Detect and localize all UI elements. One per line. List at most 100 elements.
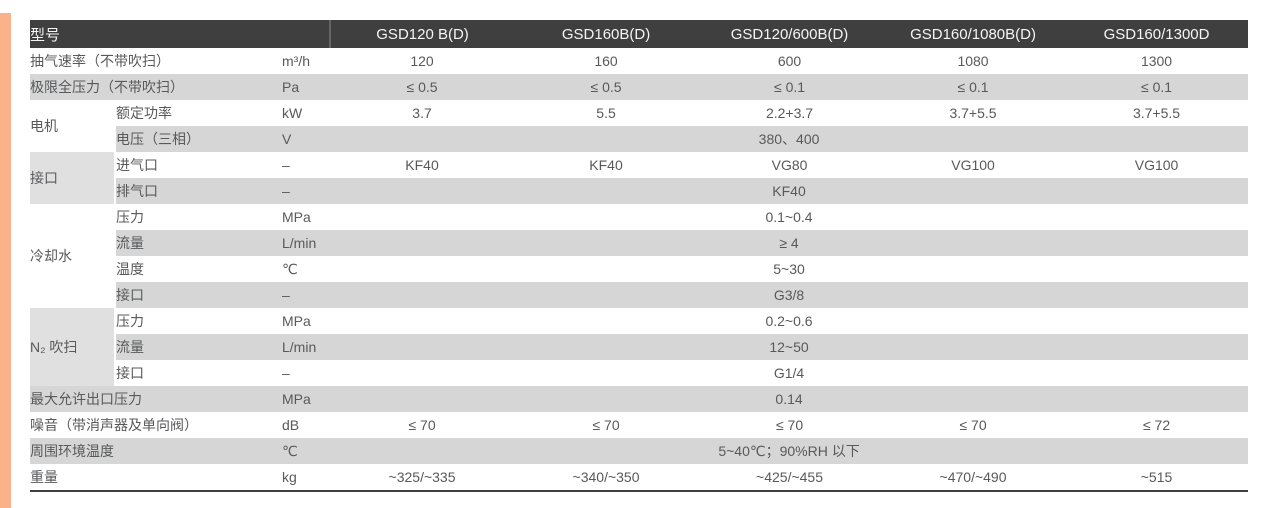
group-label: 冷却水 (30, 204, 116, 308)
sub-row-label: 流量 (115, 230, 282, 256)
row-label: 最大允许出口压力 (30, 386, 282, 412)
value-cell-3: VG100 (881, 152, 1066, 178)
table-row: 最大允许出口压力 MPa 0.14 (30, 386, 1249, 412)
value-cell-1: 5.5 (514, 100, 699, 126)
row-label: 抽气速率（不带吹扫） (30, 48, 282, 74)
row-label: 周围环境温度 (30, 438, 282, 464)
table-row: 温度 ℃ 5~30 (30, 256, 1249, 282)
value-cell-0: ≤ 0.5 (330, 74, 515, 100)
value-cell-0: KF40 (330, 152, 515, 178)
value-cell-2: ~425/~455 (698, 464, 882, 491)
table-row: 电机 额定功率 kW 3.7 5.5 2.2+3.7 3.7+5.5 3.7+5.5 (30, 100, 1249, 152)
table-row: 接口 进气口 – KF40 KF40 VG80 VG100 VG100 (30, 152, 1249, 204)
header-model-0: GSD120 B(D) (329, 20, 515, 48)
group-label: 电机 (30, 100, 116, 152)
value-span-cell: G3/8 (330, 282, 1249, 308)
unit-cell: – (282, 178, 331, 204)
left-accent-bar (0, 13, 11, 508)
table-row: 电压（三相） V 380、400 (30, 126, 1249, 152)
value-cell-2: 600 (698, 48, 882, 74)
unit-cell: kW (282, 100, 331, 126)
value-cell-0: 3.7 (330, 100, 515, 126)
sub-row-label: 接口 (115, 282, 282, 308)
value-span-cell: KF40 (330, 178, 1249, 204)
table-row: 噪音（带消声器及单向阀） dB ≤ 70 ≤ 70 ≤ 70 ≤ 70 ≤ 72 (30, 412, 1249, 438)
value-span-cell: 0.2~0.6 (330, 308, 1249, 334)
value-cell-2: 2.2+3.7 (698, 100, 882, 126)
value-cell-4: 3.7+5.5 (1065, 100, 1249, 126)
value-cell-1: ≤ 70 (514, 412, 699, 438)
table-header: 型号 GSD120 B(D) GSD160B(D) GSD120/600B(D) GSD… (30, 20, 1249, 48)
header-model-3: GSD160/1080B(D) (881, 20, 1066, 48)
sub-row-label: 压力 (115, 204, 282, 230)
value-cell-4: ≤ 0.1 (1065, 74, 1249, 100)
unit-cell: m³/h (282, 48, 331, 74)
unit-cell: – (282, 282, 331, 308)
table-row: 流量 L/min ≥ 4 (30, 230, 1249, 256)
unit-cell: L/min (282, 334, 331, 360)
unit-cell: Pa (282, 74, 331, 100)
value-cell-1: 160 (514, 48, 699, 74)
table-row: 接口 – G3/8 (30, 282, 1249, 308)
table-row: 流量 L/min 12~50 (30, 334, 1249, 360)
value-cell-2: ≤ 0.1 (698, 74, 882, 100)
value-cell-2: VG80 (698, 152, 882, 178)
value-cell-0: 120 (330, 48, 515, 74)
unit-cell: dB (282, 412, 331, 438)
value-cell-3: 1080 (881, 48, 1066, 74)
sub-row-label: 流量 (115, 334, 282, 360)
unit-cell: kg (282, 464, 331, 491)
value-span-cell: ≥ 4 (330, 230, 1249, 256)
header-model-label: 型号 (30, 20, 331, 48)
table-row: 极限全压力（不带吹扫） Pa ≤ 0.5 ≤ 0.5 ≤ 0.1 ≤ 0.1 ≤ 0.1 (30, 74, 1249, 100)
value-cell-1: KF40 (514, 152, 699, 178)
header-row: 型号 GSD120 B(D) GSD160B(D) GSD120/600B(D) GSD… (30, 20, 1249, 48)
row-label: 重量 (30, 464, 282, 491)
value-span-cell: 5~30 (330, 256, 1249, 282)
unit-cell: MPa (282, 308, 331, 334)
sub-row-label: 接口 (115, 360, 282, 386)
table-body: 抽气速率（不带吹扫） m³/h 120 160 600 1080 1300 极限全压力（不带吹… (30, 48, 1249, 491)
unit-cell: ℃ (282, 256, 331, 282)
header-model-1: GSD160B(D) (514, 20, 699, 48)
unit-cell: L/min (282, 230, 331, 256)
unit-cell: ℃ (282, 438, 331, 464)
sub-row-label: 进气口 (115, 152, 282, 178)
unit-cell: V (282, 126, 331, 152)
group-label: 接口 (30, 152, 116, 204)
value-cell-2: ≤ 70 (698, 412, 882, 438)
value-cell-4: 1300 (1065, 48, 1249, 74)
value-span-cell: 0.14 (330, 386, 1249, 412)
value-cell-3: ~470/~490 (881, 464, 1066, 491)
sub-row-label: 排气口 (115, 178, 282, 204)
value-span-cell: G1/4 (330, 360, 1249, 386)
spec-table-container: 型号 GSD120 B(D) GSD160B(D) GSD120/600B(D) GSD… (30, 20, 1249, 492)
unit-cell: MPa (282, 386, 331, 412)
group-label: N₂ 吹扫 (30, 308, 116, 386)
unit-cell: – (282, 152, 331, 178)
header-model-2: GSD120/600B(D) (698, 20, 882, 48)
table-row: 冷却水 压力 MPa 0.1~0.4 (30, 204, 1249, 308)
table-row: 周围环境温度 ℃ 5~40℃；90%RH 以下 (30, 438, 1249, 464)
sub-row-label: 额定功率 (115, 100, 282, 126)
header-model-4: GSD160/1300D (1065, 20, 1249, 48)
row-label: 噪音（带消声器及单向阀） (30, 412, 282, 438)
unit-cell: MPa (282, 204, 331, 230)
table-row: 排气口 – KF40 (30, 178, 1249, 204)
value-cell-0: ≤ 70 (330, 412, 515, 438)
sub-row-label: 压力 (115, 308, 282, 334)
value-cell-4: ~515 (1065, 464, 1249, 491)
value-cell-3: 3.7+5.5 (881, 100, 1066, 126)
sub-row-label: 电压（三相） (115, 126, 282, 152)
value-span-cell: 0.1~0.4 (330, 204, 1249, 230)
table-row: N₂ 吹扫 压力 MPa 0.2~0.6 (30, 308, 1249, 386)
spec-table: 型号 GSD120 B(D) GSD160B(D) GSD120/600B(D) GSD… (30, 20, 1249, 492)
value-cell-3: ≤ 0.1 (881, 74, 1066, 100)
value-cell-4: VG100 (1065, 152, 1249, 178)
value-cell-1: ≤ 0.5 (514, 74, 699, 100)
table-row: 接口 – G1/4 (30, 360, 1249, 386)
value-span-cell: 12~50 (330, 334, 1249, 360)
value-span-cell: 5~40℃；90%RH 以下 (330, 438, 1249, 464)
unit-cell: – (282, 360, 331, 386)
table-row: 重量 kg ~325/~335 ~340/~350 ~425/~455 ~470/~490… (30, 464, 1249, 491)
